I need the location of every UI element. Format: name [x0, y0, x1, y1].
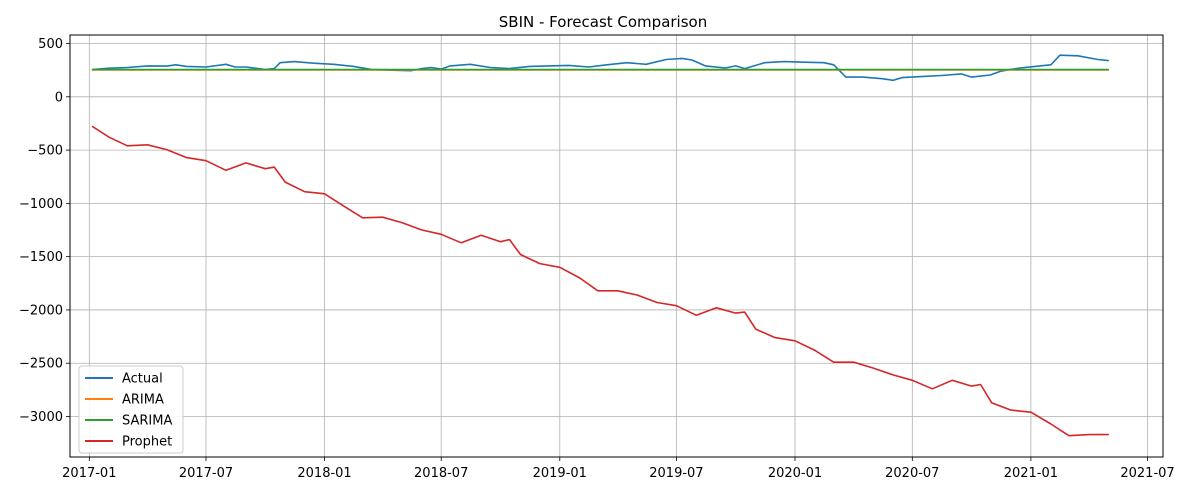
x-tick-label: 2021-07: [1120, 466, 1174, 481]
x-tick-label: 2017-01: [62, 466, 116, 481]
x-tick-label: 2020-07: [885, 466, 939, 481]
legend-label: Actual: [122, 372, 163, 387]
grid-lines: [70, 35, 1163, 457]
legend: Actual ARIMA SARIMA Prophet: [78, 365, 184, 454]
y-tick-label: −1500: [19, 250, 63, 265]
y-tick-label: 500: [38, 37, 63, 52]
y-tick-label: −1000: [19, 197, 63, 212]
plot-frame: [69, 34, 1164, 458]
x-tick-label: 2021-01: [1004, 466, 1058, 481]
x-tick-label: 2020-01: [768, 466, 822, 481]
x-tick-label: 2018-01: [297, 466, 351, 481]
x-tick-label: 2017-07: [179, 466, 233, 481]
y-tick-label: −2500: [19, 357, 63, 372]
legend-box: [78, 365, 184, 454]
series-line-prophet: [91, 125, 1109, 437]
series-lines: [91, 54, 1109, 437]
x-tick-label: 2019-07: [649, 466, 703, 481]
x-tick-label: 2019-01: [533, 466, 587, 481]
series-line-actual: [91, 54, 1109, 82]
legend-label: Prophet: [122, 435, 172, 450]
legend-label: SARIMA: [122, 414, 172, 429]
y-tick-label: −500: [27, 144, 63, 159]
axis-ticks: 2017-01 2017-07 2018-01 2018-07 2019-01 2019-…: [19, 37, 1175, 481]
x-tick-label: 2018-07: [414, 466, 468, 481]
y-tick-label: −3000: [19, 410, 63, 425]
chart-title: SBIN - Forecast Comparison: [499, 13, 707, 31]
legend-label: ARIMA: [122, 393, 164, 408]
y-tick-label: −2000: [19, 303, 63, 318]
y-tick-label: 0: [55, 90, 63, 105]
